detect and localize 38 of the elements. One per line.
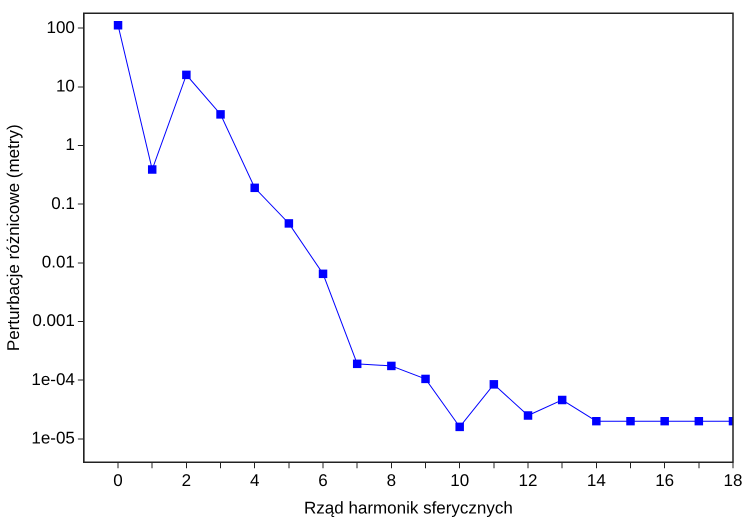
y-tick-label: 10 [56, 76, 75, 96]
point [352, 360, 362, 368]
y-tick-label: 1e-04 [31, 370, 75, 389]
x-tick-label: 6 [318, 471, 328, 490]
point [626, 416, 635, 426]
point [387, 362, 396, 370]
point [490, 380, 498, 389]
point [524, 411, 532, 420]
point [182, 70, 191, 80]
x-axis-title: Rząd harmonik sferycznych [304, 498, 513, 518]
point [114, 21, 122, 30]
x-tick-label: 8 [386, 471, 396, 490]
point [284, 219, 294, 228]
point [216, 110, 225, 119]
x-tick-label: 10 [450, 471, 470, 490]
x-tick-label: 2 [182, 471, 192, 490]
point [455, 422, 464, 432]
x-tick-label: 16 [655, 471, 674, 490]
point [148, 165, 156, 174]
y-tick-label: 0.1 [51, 194, 75, 213]
y-tick-label: 0.001 [32, 311, 75, 330]
point [660, 416, 669, 426]
x-tick-label: 0 [113, 471, 123, 490]
y-axis-title: Perturbacje różnicowe (metry) [4, 124, 23, 352]
y-tick-label: 100 [46, 18, 75, 37]
x-tick-label: 12 [518, 471, 538, 490]
x-tick-label: 4 [250, 471, 260, 490]
point [592, 416, 601, 426]
y-tick-label: 0.01 [42, 252, 75, 272]
point [421, 374, 430, 384]
y-tick-label: 1e-05 [31, 428, 75, 448]
x-tick-label: 18 [724, 471, 742, 490]
point [250, 184, 259, 192]
point [694, 416, 704, 426]
y-tick-label: 1 [65, 135, 75, 154]
point [318, 270, 328, 278]
x-tick-label: 14 [586, 471, 606, 490]
point [558, 396, 566, 404]
